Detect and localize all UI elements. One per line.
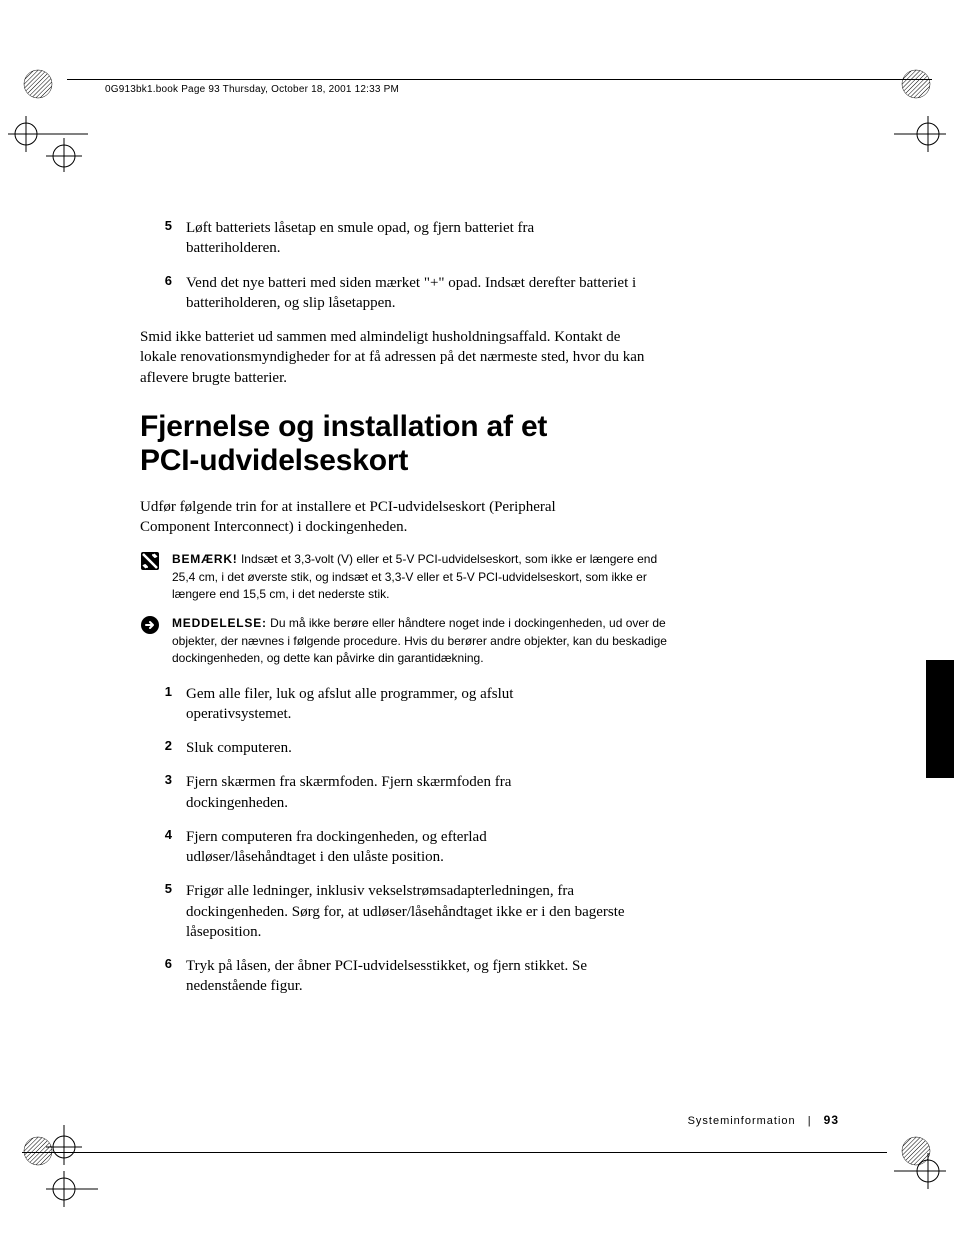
heading: Fjernelse og installation af et PCI-udvi…: [140, 410, 600, 479]
crop-mark-top-right-2: [894, 112, 954, 160]
list-item: 4 Fjern computeren fra dockingenheden, o…: [154, 827, 780, 868]
crop-mark-bottom-right-2: [894, 1149, 954, 1197]
crop-mark-top-right: [892, 60, 940, 108]
header-text: 0G913bk1.book Page 93 Thursday, October …: [105, 84, 399, 95]
list-item: 1 Gem alle filer, luk og afslut alle pro…: [154, 684, 780, 725]
list-number: 3: [154, 772, 186, 813]
list-text: Vend det nye batteri med siden mærket "+…: [186, 273, 646, 314]
note-text: Indsæt et 3,3-volt (V) eller et 5-V PCI-…: [172, 552, 657, 601]
list-text: Fjern skærmen fra skærmfoden. Fjern skær…: [186, 772, 606, 813]
note-body: BEMÆRK! Indsæt et 3,3-volt (V) eller et …: [172, 551, 672, 603]
list-number: 5: [154, 218, 186, 259]
paragraph: Udfør følgende trin for at installere et…: [140, 497, 600, 538]
list-number: 6: [154, 273, 186, 314]
notice-label: MEDDELELSE:: [172, 616, 267, 630]
footer-rule: [22, 1152, 887, 1153]
list-number: 4: [154, 827, 186, 868]
list-number: 5: [154, 881, 186, 942]
notice-body: MEDDELELSE: Du må ikke berøre eller hånd…: [172, 615, 672, 667]
list-text: Løft batteriets låsetap en smule opad, o…: [186, 218, 606, 259]
footer-separator: |: [808, 1115, 812, 1127]
page: 0G913bk1.book Page 93 Thursday, October …: [0, 0, 954, 1235]
note-block: BEMÆRK! Indsæt et 3,3-volt (V) eller et …: [140, 551, 780, 603]
notice-block: MEDDELELSE: Du må ikke berøre eller hånd…: [140, 615, 780, 667]
list-number: 6: [154, 956, 186, 997]
note-label: BEMÆRK!: [172, 552, 238, 566]
paragraph: Smid ikke batteriet ud sammen med almind…: [140, 327, 660, 388]
list-item: 5 Løft batteriets låsetap en smule opad,…: [154, 218, 780, 259]
list-text: Sluk computeren.: [186, 738, 292, 758]
list-text: Fjern computeren fra dockingenheden, og …: [186, 827, 606, 868]
list-text: Gem alle filer, luk og afslut alle progr…: [186, 684, 606, 725]
footer: Systeminformation | 93: [688, 1113, 839, 1127]
header-rule: [67, 79, 932, 80]
list-item: 5 Frigør alle ledninger, inklusiv veksel…: [154, 881, 780, 942]
list-item: 6 Vend det nye batteri med siden mærket …: [154, 273, 780, 314]
crop-mark-top-left-2: [0, 112, 90, 172]
crop-mark-top-left: [14, 60, 62, 108]
notice-icon: [140, 615, 172, 667]
side-tab: [926, 660, 954, 778]
footer-section: Systeminformation: [688, 1115, 796, 1127]
list-item: 2 Sluk computeren.: [154, 738, 780, 758]
list-number: 1: [154, 684, 186, 725]
list-item: 6 Tryk på låsen, der åbner PCI-udvidelse…: [154, 956, 780, 997]
crop-mark-bottom-left-2: [38, 1125, 98, 1215]
list-item: 3 Fjern skærmen fra skærmfoden. Fjern sk…: [154, 772, 780, 813]
list-number: 2: [154, 738, 186, 758]
note-icon: [140, 551, 172, 603]
content-area: 5 Løft batteriets låsetap en smule opad,…: [140, 218, 780, 1011]
list-text: Frigør alle ledninger, inklusiv vekselst…: [186, 881, 646, 942]
list-text: Tryk på låsen, der åbner PCI-udvidelsess…: [186, 956, 606, 997]
page-number: 93: [824, 1113, 839, 1127]
